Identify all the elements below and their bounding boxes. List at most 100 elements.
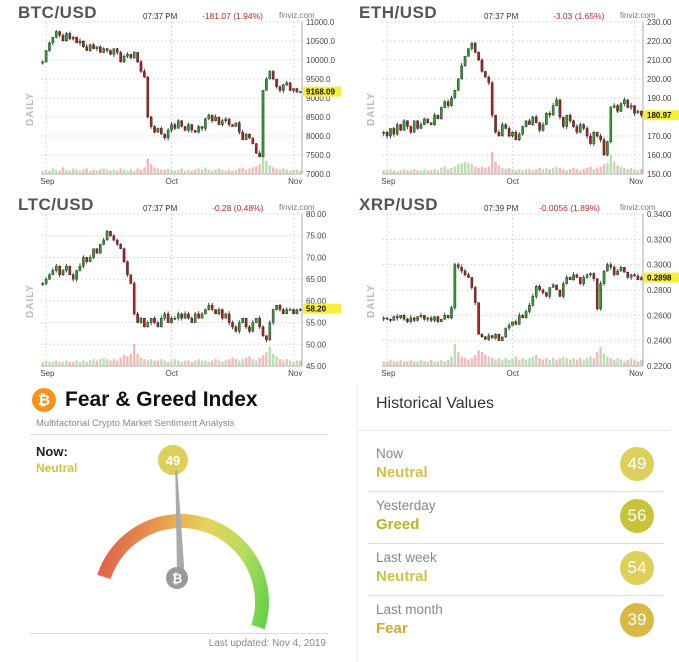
volume-bar xyxy=(271,167,275,174)
candle xyxy=(224,313,228,319)
volume-bar xyxy=(160,169,163,174)
candle xyxy=(517,133,521,141)
volume-bar xyxy=(95,170,99,174)
volume-bar xyxy=(119,168,122,174)
volume-bar xyxy=(261,355,265,366)
fear-greed-widget: ₿ Fear & Greed Index Multifactorial Cryp… xyxy=(30,380,338,662)
volume-bar xyxy=(190,170,194,174)
eth-chart-change: -3.03 (1.65%) xyxy=(553,11,605,21)
fear-greed-now-value: Neutral xyxy=(36,461,78,475)
candle xyxy=(119,244,122,249)
volume-bar xyxy=(538,167,541,174)
candle xyxy=(231,124,234,127)
volume-bar xyxy=(389,169,392,174)
candle xyxy=(180,120,183,127)
volume-bar xyxy=(457,164,460,174)
volume-bar xyxy=(200,169,204,174)
volume-bar xyxy=(146,360,149,366)
candle xyxy=(446,315,450,319)
volume-bar xyxy=(177,169,180,174)
candle xyxy=(616,105,619,112)
fear-greed-score-bubble: 49 xyxy=(158,445,188,475)
candle xyxy=(207,304,211,310)
candle xyxy=(460,65,463,80)
volume-bar xyxy=(82,360,85,366)
xrp-finviz-link[interactable]: finviz.com xyxy=(620,203,656,212)
volume-bar xyxy=(41,170,44,174)
candle xyxy=(139,318,143,323)
volume-bar xyxy=(268,346,271,366)
candle xyxy=(392,128,396,135)
volume-bar xyxy=(402,361,406,366)
candle xyxy=(217,309,221,315)
volume-bar xyxy=(474,355,477,366)
volume-bar xyxy=(579,358,582,366)
volume-bar xyxy=(51,361,55,366)
y-tick-label: 70.00 xyxy=(306,253,327,262)
volume-bar xyxy=(409,170,413,174)
volume-bar xyxy=(299,360,302,366)
btc-finviz-link[interactable]: finviz.com xyxy=(279,11,315,20)
volume-bar xyxy=(518,359,521,366)
volume-bar xyxy=(170,169,173,174)
historical-row-now: Now Neutral 49 xyxy=(358,440,670,492)
volume-bar xyxy=(616,358,619,366)
volume-bar xyxy=(528,169,531,174)
volume-bar xyxy=(535,355,538,366)
candle xyxy=(156,128,160,133)
divider xyxy=(368,491,664,492)
volume-bar xyxy=(494,161,497,174)
volume-bar xyxy=(99,359,102,366)
volume-bar xyxy=(299,170,302,174)
candle xyxy=(129,54,133,59)
volume-bar xyxy=(224,360,227,366)
volume-bar xyxy=(227,169,231,174)
candle xyxy=(480,334,484,338)
volume-bar xyxy=(575,359,579,366)
y-tick-label: 0.3200 xyxy=(647,235,672,244)
candle xyxy=(419,315,423,317)
volume-bar xyxy=(497,358,501,366)
volume-bar xyxy=(423,361,426,366)
candle xyxy=(82,40,85,47)
y-tick-label: 7500.0 xyxy=(306,151,331,160)
volume-bar xyxy=(433,361,436,366)
candle xyxy=(261,90,265,158)
volume-bar xyxy=(241,359,244,366)
candle xyxy=(102,48,106,53)
ltc-finviz-link[interactable]: finviz.com xyxy=(279,203,315,212)
historical-row-last-week: Last week Neutral 54 xyxy=(358,544,670,596)
candle xyxy=(555,99,558,106)
volume-bar xyxy=(565,358,568,366)
volume-bar xyxy=(160,359,163,366)
volume-bar xyxy=(238,360,241,366)
candle xyxy=(507,128,511,137)
historical-row-score: 54 xyxy=(620,551,654,585)
candle xyxy=(406,120,409,127)
y-tick-label: 160.00 xyxy=(647,151,672,160)
volume-bar xyxy=(204,167,207,174)
candle xyxy=(163,133,167,139)
candle xyxy=(115,239,119,245)
volume-bar xyxy=(402,169,406,174)
volume-bar xyxy=(504,358,507,366)
candle xyxy=(487,76,491,83)
candle xyxy=(170,124,173,131)
volume-bar xyxy=(385,170,389,174)
x-tick-label: Oct xyxy=(507,369,520,378)
candle xyxy=(210,304,214,310)
candle xyxy=(521,126,524,135)
eth-finviz-link[interactable]: finviz.com xyxy=(620,11,656,20)
candle xyxy=(299,91,302,93)
volume-bar xyxy=(443,166,446,174)
candle xyxy=(429,122,433,125)
divider xyxy=(368,595,664,596)
volume-bar xyxy=(629,167,633,174)
volume-bar xyxy=(214,169,217,174)
candle xyxy=(153,318,156,323)
volume-bar xyxy=(194,169,197,174)
volume-bar xyxy=(258,357,261,366)
candle xyxy=(440,107,443,120)
candle xyxy=(143,318,146,328)
x-tick-label: Sep xyxy=(40,369,55,378)
